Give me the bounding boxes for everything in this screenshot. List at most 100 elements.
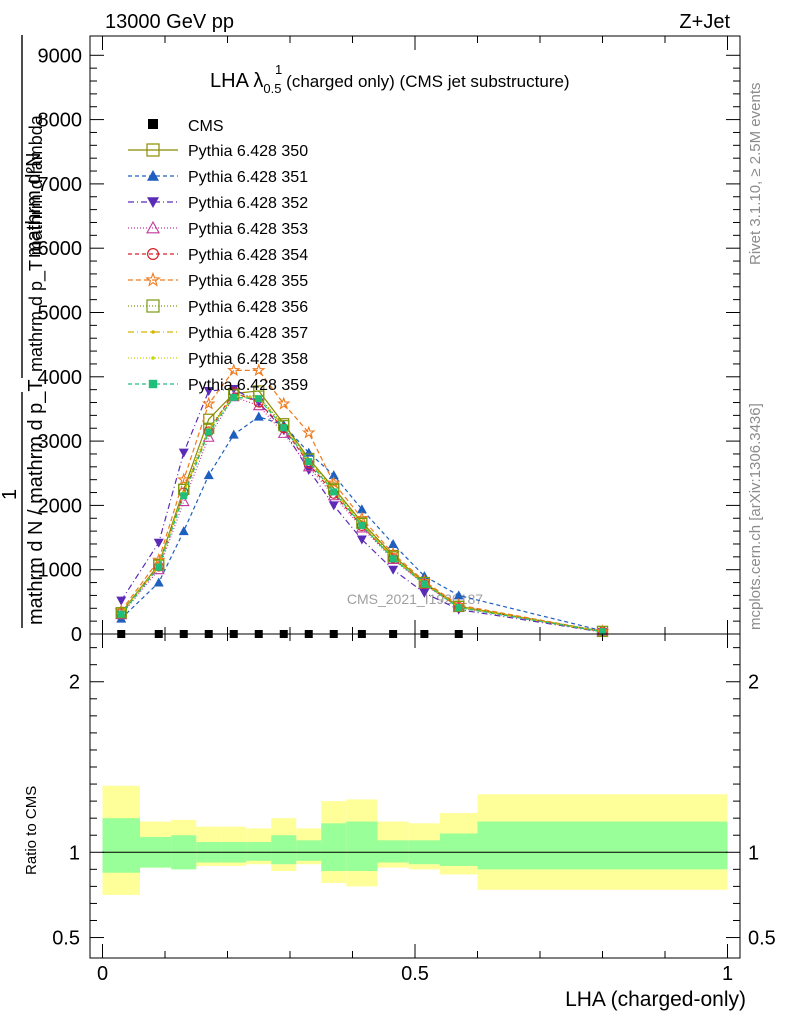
ratio-inner-band xyxy=(296,840,322,861)
legend-label-cms: CMS xyxy=(188,118,224,135)
main-plot: 0 1000 2000 3000 4000 5000 6000 7000 8000 9000 LH… xyxy=(0,35,741,646)
header-left: 13000 GeV pp xyxy=(105,11,234,33)
series-marker xyxy=(205,428,213,436)
series-marker xyxy=(358,521,366,529)
series-marker xyxy=(328,501,339,511)
chart-title: LHA λ0.5 (charged only) (CMS jet substru… xyxy=(210,70,570,96)
series-marker xyxy=(145,271,161,287)
series-marker xyxy=(201,396,216,410)
y-label-top: mathrm d²N xyxy=(23,152,45,258)
main-y-tick-label: 6000 xyxy=(38,238,83,260)
watermark: CMS_2021_I1920187 xyxy=(347,591,483,607)
ratio-y-tick-label-right: 2 xyxy=(748,672,759,694)
main-y-tick-label: 5000 xyxy=(38,302,83,324)
main-y-tick-label: 9000 xyxy=(38,45,83,67)
rivet-label: Rivet 3.1.10, ≥ 2.5M events xyxy=(747,83,764,266)
series-marker xyxy=(148,379,158,389)
series-marker xyxy=(453,600,465,612)
ratio-inner-band xyxy=(321,823,347,872)
series-marker xyxy=(151,356,155,360)
ratio-inner-band xyxy=(377,840,409,863)
series-10 xyxy=(117,393,606,636)
series-line xyxy=(120,415,603,632)
series-marker xyxy=(328,470,339,480)
y-label-top-sub: mathrm d p_T mathrm d lambda xyxy=(26,114,47,372)
main-y-tick-label: 4000 xyxy=(38,367,83,389)
legend-label: Pythia 6.428 359 xyxy=(188,377,308,394)
ratio-inner-band xyxy=(346,821,378,872)
ratio-plot: 0.5 0.51 12 2 0 0.5 1 Ratio to CMS LHA (charg… xyxy=(23,633,776,1011)
main-x-ticks xyxy=(102,36,728,634)
ratio-y-tick-label-right: 0.5 xyxy=(748,928,776,950)
series-marker xyxy=(178,448,189,458)
legend-label: Pythia 6.428 355 xyxy=(188,273,308,290)
ratio-y-tick-label: 2 xyxy=(69,672,80,694)
series-marker xyxy=(453,590,464,600)
chart-title-sup: 1 xyxy=(275,62,282,77)
series-marker xyxy=(355,511,369,525)
series-marker xyxy=(418,576,430,589)
legend-label: Pythia 6.428 353 xyxy=(188,221,308,238)
mcplots-label: mcplots.cern.ch [arXiv:1306.3436] xyxy=(747,403,764,630)
series-marker xyxy=(147,248,160,261)
main-y-tick-label: 1000 xyxy=(38,560,83,582)
y-label-one: 1 xyxy=(0,489,21,500)
y-label-bottom: mathrm d N / mathrm d p_T xyxy=(25,379,47,625)
series-marker xyxy=(356,504,367,514)
series-marker xyxy=(176,472,191,486)
series-marker xyxy=(389,555,397,563)
main-y-tick-label: 3000 xyxy=(38,431,83,453)
main-y-tick-label: 8000 xyxy=(38,110,83,132)
ratio-inner-band xyxy=(102,818,140,873)
series-marker xyxy=(255,395,263,403)
series-marker xyxy=(356,535,367,545)
main-y-ticks: 0 1000 2000 3000 4000 5000 6000 7000 8000 9000 xyxy=(38,45,740,646)
series-marker xyxy=(146,143,160,157)
ratio-inner-band xyxy=(440,833,478,866)
series-marker xyxy=(455,604,463,612)
legend-label: Pythia 6.428 357 xyxy=(188,325,308,342)
series-marker xyxy=(251,363,266,377)
legend-label: Pythia 6.428 352 xyxy=(188,195,308,212)
series-line xyxy=(120,396,603,633)
series-marker xyxy=(388,565,399,575)
series-marker xyxy=(301,425,316,439)
ratio-y-label: Ratio to CMS xyxy=(23,786,40,875)
series-marker xyxy=(147,170,159,181)
series-marker xyxy=(117,610,125,618)
series-marker xyxy=(419,588,430,598)
series-marker xyxy=(305,458,313,466)
series-marker xyxy=(151,330,155,334)
series-marker xyxy=(226,363,241,377)
chart-title-rest: (charged only) (CMS jet substructure) xyxy=(281,72,569,91)
chart-title-sub: 0.5 xyxy=(263,81,281,96)
main-y-tick-label: 7000 xyxy=(38,174,83,196)
ratio-inner-band xyxy=(271,835,297,865)
series-marker xyxy=(153,538,164,548)
series-marker xyxy=(330,488,338,496)
series-marker xyxy=(146,299,160,313)
x-tick-label: 0 xyxy=(97,963,108,985)
ratio-bands xyxy=(102,785,728,895)
series-marker xyxy=(155,563,163,571)
series-marker xyxy=(388,538,399,548)
series-marker xyxy=(203,470,214,480)
legend-label: Pythia 6.428 356 xyxy=(188,299,308,316)
series-marker xyxy=(116,596,127,606)
ratio-x-ticks: 0 0.5 1 xyxy=(97,634,733,985)
series-marker xyxy=(151,552,166,566)
series-line xyxy=(120,391,603,633)
series-marker xyxy=(277,427,290,438)
series-marker xyxy=(153,577,164,587)
header-right: Z+Jet xyxy=(679,11,730,33)
series-marker xyxy=(599,628,606,636)
legend-label: Pythia 6.428 350 xyxy=(188,143,308,160)
series-marker xyxy=(280,424,288,432)
legend: CMS Pythia 6.428 350 Pythia 6.428 351 Pythi… xyxy=(128,118,308,394)
series-marker xyxy=(147,197,159,208)
main-y-tick-label: 2000 xyxy=(38,495,83,517)
main-y-tick-label: 0 xyxy=(71,624,82,646)
series-marker xyxy=(420,580,428,588)
series-marker xyxy=(178,526,189,536)
